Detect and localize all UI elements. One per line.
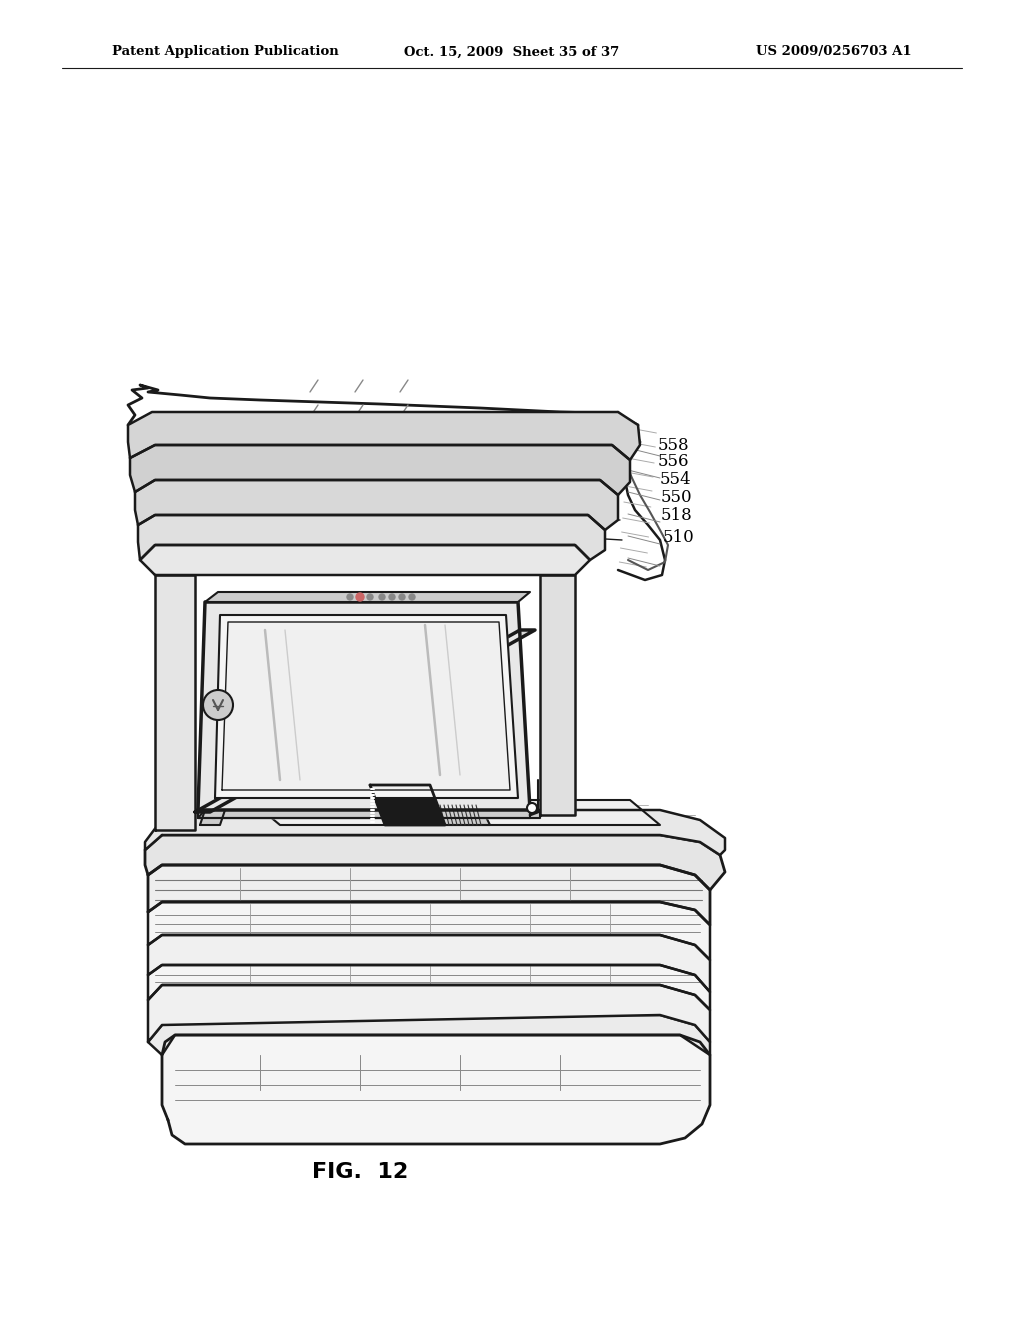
Circle shape [367, 594, 373, 601]
Circle shape [409, 594, 415, 601]
Text: 518: 518 [662, 507, 693, 524]
Text: 550: 550 [662, 490, 692, 507]
Polygon shape [195, 630, 535, 812]
Polygon shape [148, 902, 710, 960]
Text: 510: 510 [663, 528, 694, 545]
Circle shape [527, 803, 537, 813]
Text: US 2009/0256703 A1: US 2009/0256703 A1 [757, 45, 912, 58]
Text: Patent Application Publication: Patent Application Publication [112, 45, 339, 58]
Polygon shape [198, 810, 540, 818]
Polygon shape [145, 810, 725, 855]
Polygon shape [135, 480, 618, 531]
Polygon shape [205, 591, 530, 602]
Polygon shape [540, 576, 575, 814]
Text: Oct. 15, 2009  Sheet 35 of 37: Oct. 15, 2009 Sheet 35 of 37 [404, 45, 620, 58]
Polygon shape [155, 576, 195, 830]
Polygon shape [370, 785, 445, 825]
Polygon shape [130, 445, 630, 495]
Polygon shape [148, 965, 710, 1010]
Polygon shape [128, 412, 640, 459]
Circle shape [347, 594, 353, 601]
Text: 554: 554 [660, 471, 691, 488]
Circle shape [203, 690, 233, 719]
Circle shape [356, 593, 364, 601]
Text: 558: 558 [658, 437, 689, 454]
Polygon shape [198, 602, 530, 810]
Polygon shape [222, 622, 510, 789]
Polygon shape [390, 805, 490, 825]
Polygon shape [250, 800, 660, 825]
Polygon shape [162, 1035, 710, 1144]
Polygon shape [148, 865, 710, 925]
Polygon shape [148, 935, 710, 993]
Text: FIG.  12: FIG. 12 [312, 1162, 409, 1181]
Polygon shape [198, 810, 530, 818]
Polygon shape [215, 615, 518, 799]
Circle shape [357, 594, 362, 601]
Circle shape [399, 594, 406, 601]
Circle shape [379, 594, 385, 601]
Polygon shape [148, 985, 710, 1041]
Circle shape [389, 594, 395, 601]
Polygon shape [200, 810, 225, 825]
Polygon shape [148, 1015, 710, 1055]
Polygon shape [140, 545, 590, 576]
Polygon shape [145, 836, 725, 890]
Polygon shape [138, 515, 605, 560]
Text: 556: 556 [658, 454, 689, 470]
